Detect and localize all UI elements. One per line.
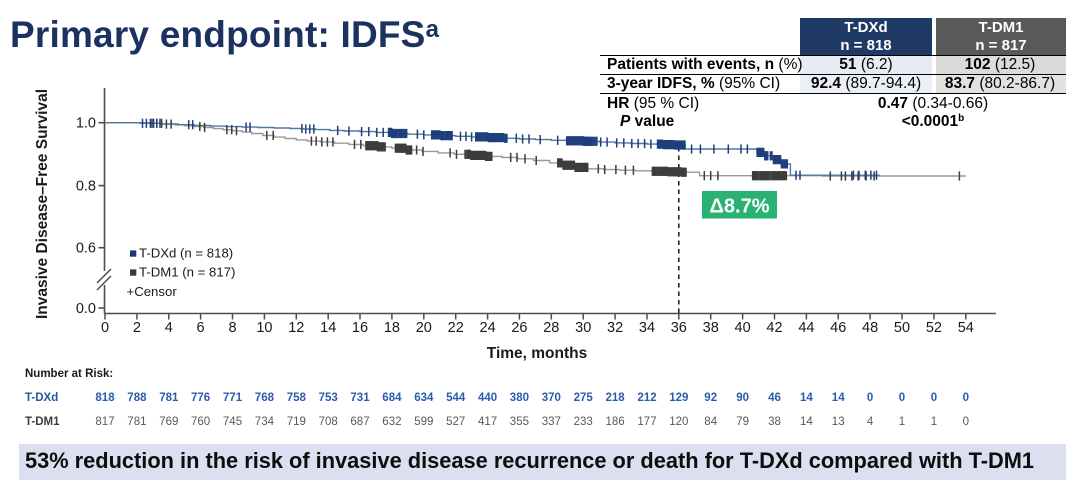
svg-text:14: 14	[832, 392, 845, 404]
svg-text:0: 0	[101, 320, 109, 336]
svg-text:92: 92	[704, 392, 717, 404]
svg-text:38: 38	[703, 320, 719, 336]
svg-text:Δ8.7%: Δ8.7%	[710, 196, 770, 218]
svg-text:4: 4	[165, 320, 173, 336]
svg-text:18: 18	[384, 320, 400, 336]
svg-text:544: 544	[446, 392, 466, 404]
svg-text:0: 0	[963, 416, 969, 428]
svg-text:0: 0	[963, 392, 969, 404]
svg-text:745: 745	[223, 416, 242, 428]
svg-text:758: 758	[287, 392, 307, 404]
svg-text:Time, months: Time, months	[487, 345, 587, 362]
svg-text:54: 54	[958, 320, 974, 336]
svg-text:355: 355	[510, 416, 529, 428]
svg-text:T-DM1 (n = 817): T-DM1 (n = 817)	[139, 265, 235, 280]
svg-text:818: 818	[95, 392, 115, 404]
svg-text:788: 788	[127, 392, 147, 404]
svg-text:46: 46	[830, 320, 846, 336]
svg-text:370: 370	[542, 392, 561, 404]
svg-text:30: 30	[575, 320, 591, 336]
svg-text:776: 776	[191, 392, 210, 404]
svg-text:40: 40	[735, 320, 751, 336]
svg-text:13: 13	[832, 416, 845, 428]
svg-text:760: 760	[191, 416, 210, 428]
svg-text:44: 44	[798, 320, 814, 336]
svg-text:129: 129	[669, 392, 688, 404]
svg-text:6: 6	[197, 320, 205, 336]
svg-text:46: 46	[768, 392, 781, 404]
svg-text:0: 0	[931, 392, 937, 404]
svg-text:52: 52	[926, 320, 942, 336]
svg-text:0: 0	[867, 392, 873, 404]
svg-text:24: 24	[480, 320, 496, 336]
svg-text:0: 0	[899, 392, 905, 404]
svg-text:632: 632	[382, 416, 401, 428]
svg-text:734: 734	[255, 416, 275, 428]
svg-text:32: 32	[607, 320, 623, 336]
svg-text:380: 380	[510, 392, 529, 404]
svg-text:0.6: 0.6	[76, 241, 96, 257]
svg-text:753: 753	[319, 392, 338, 404]
svg-text:186: 186	[606, 416, 625, 428]
svg-text:708: 708	[319, 416, 338, 428]
svg-text:T-DXd (n = 818): T-DXd (n = 818)	[139, 246, 233, 261]
svg-text:218: 218	[606, 392, 626, 404]
svg-text:781: 781	[159, 392, 179, 404]
svg-text:8: 8	[228, 320, 236, 336]
svg-text:731: 731	[350, 392, 370, 404]
svg-text:48: 48	[862, 320, 878, 336]
svg-text:10: 10	[256, 320, 272, 336]
svg-text:50: 50	[894, 320, 910, 336]
svg-text:14: 14	[800, 392, 813, 404]
svg-text:817: 817	[95, 416, 114, 428]
svg-text:90: 90	[736, 392, 749, 404]
svg-text:+Censor: +Censor	[127, 284, 178, 299]
svg-text:781: 781	[127, 416, 146, 428]
svg-text:0.0: 0.0	[76, 301, 96, 317]
svg-text:34: 34	[639, 320, 655, 336]
svg-text:120: 120	[669, 416, 688, 428]
svg-text:14: 14	[800, 416, 813, 428]
svg-text:22: 22	[448, 320, 464, 336]
svg-text:212: 212	[637, 392, 656, 404]
svg-text:233: 233	[574, 416, 593, 428]
svg-text:42: 42	[766, 320, 782, 336]
svg-text:440: 440	[478, 392, 497, 404]
svg-text:2: 2	[133, 320, 141, 336]
svg-text:84: 84	[704, 416, 717, 428]
svg-text:769: 769	[159, 416, 178, 428]
svg-text:28: 28	[543, 320, 559, 336]
svg-text:Number at Risk:: Number at Risk:	[25, 368, 113, 380]
svg-text:1.0: 1.0	[76, 116, 96, 132]
svg-text:687: 687	[350, 416, 369, 428]
svg-text:26: 26	[511, 320, 527, 336]
svg-text:177: 177	[637, 416, 656, 428]
svg-text:12: 12	[288, 320, 304, 336]
svg-text:719: 719	[287, 416, 306, 428]
svg-text:634: 634	[414, 392, 434, 404]
svg-text:527: 527	[446, 416, 465, 428]
svg-text:768: 768	[255, 392, 275, 404]
svg-text:16: 16	[352, 320, 368, 336]
svg-text:1: 1	[931, 416, 937, 428]
svg-text:417: 417	[478, 416, 497, 428]
svg-text:T-DXd: T-DXd	[25, 392, 58, 404]
svg-text:771: 771	[223, 392, 243, 404]
svg-text:599: 599	[414, 416, 433, 428]
svg-text:1: 1	[899, 416, 905, 428]
svg-text:275: 275	[574, 392, 594, 404]
svg-text:14: 14	[320, 320, 336, 336]
svg-text:684: 684	[382, 392, 402, 404]
svg-text:79: 79	[736, 416, 749, 428]
svg-text:20: 20	[416, 320, 432, 336]
svg-text:Invasive Disease–Free Survival: Invasive Disease–Free Survival	[34, 89, 51, 319]
svg-text:36: 36	[671, 320, 687, 336]
svg-text:4: 4	[867, 416, 874, 428]
svg-text:T-DM1: T-DM1	[25, 416, 60, 428]
svg-text:0.8: 0.8	[76, 179, 96, 195]
svg-text:38: 38	[768, 416, 781, 428]
svg-text:337: 337	[542, 416, 561, 428]
